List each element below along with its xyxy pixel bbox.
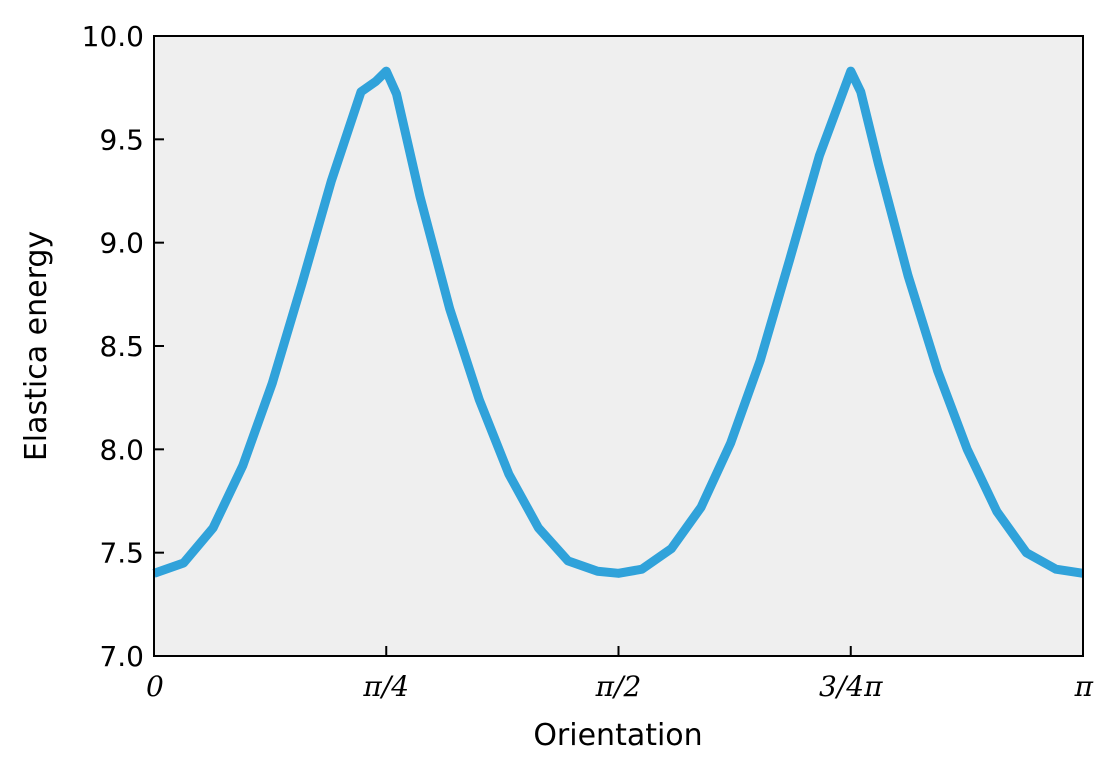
y-axis-label: Elastica energy xyxy=(19,231,54,461)
x-tick-label: π xyxy=(1074,670,1094,703)
y-tick-label: 10.0 xyxy=(82,20,144,53)
y-tick-label: 8.5 xyxy=(99,330,144,363)
x-tick-label: π/2 xyxy=(595,670,642,703)
y-tick-label: 7.0 xyxy=(99,640,144,673)
x-axis-ticks: 0 π/4 π/2 3/4π π xyxy=(146,646,1094,703)
y-tick-label: 7.5 xyxy=(99,537,144,570)
plot-frame xyxy=(153,35,1084,657)
y-tick-label: 9.0 xyxy=(99,227,144,260)
x-tick-label: 0 xyxy=(146,670,164,703)
y-tick-label: 8.0 xyxy=(99,433,144,466)
series-line xyxy=(152,66,1084,578)
x-axis-label: Orientation xyxy=(533,718,702,753)
y-axis-ticks: 7.0 7.5 8.0 8.5 9.0 9.5 10.0 xyxy=(82,20,164,673)
x-tick-label: 3/4π xyxy=(819,670,883,703)
y-tick-label: 9.5 xyxy=(99,123,144,156)
x-tick-label: π/4 xyxy=(362,670,409,703)
plot-area xyxy=(154,36,1083,656)
